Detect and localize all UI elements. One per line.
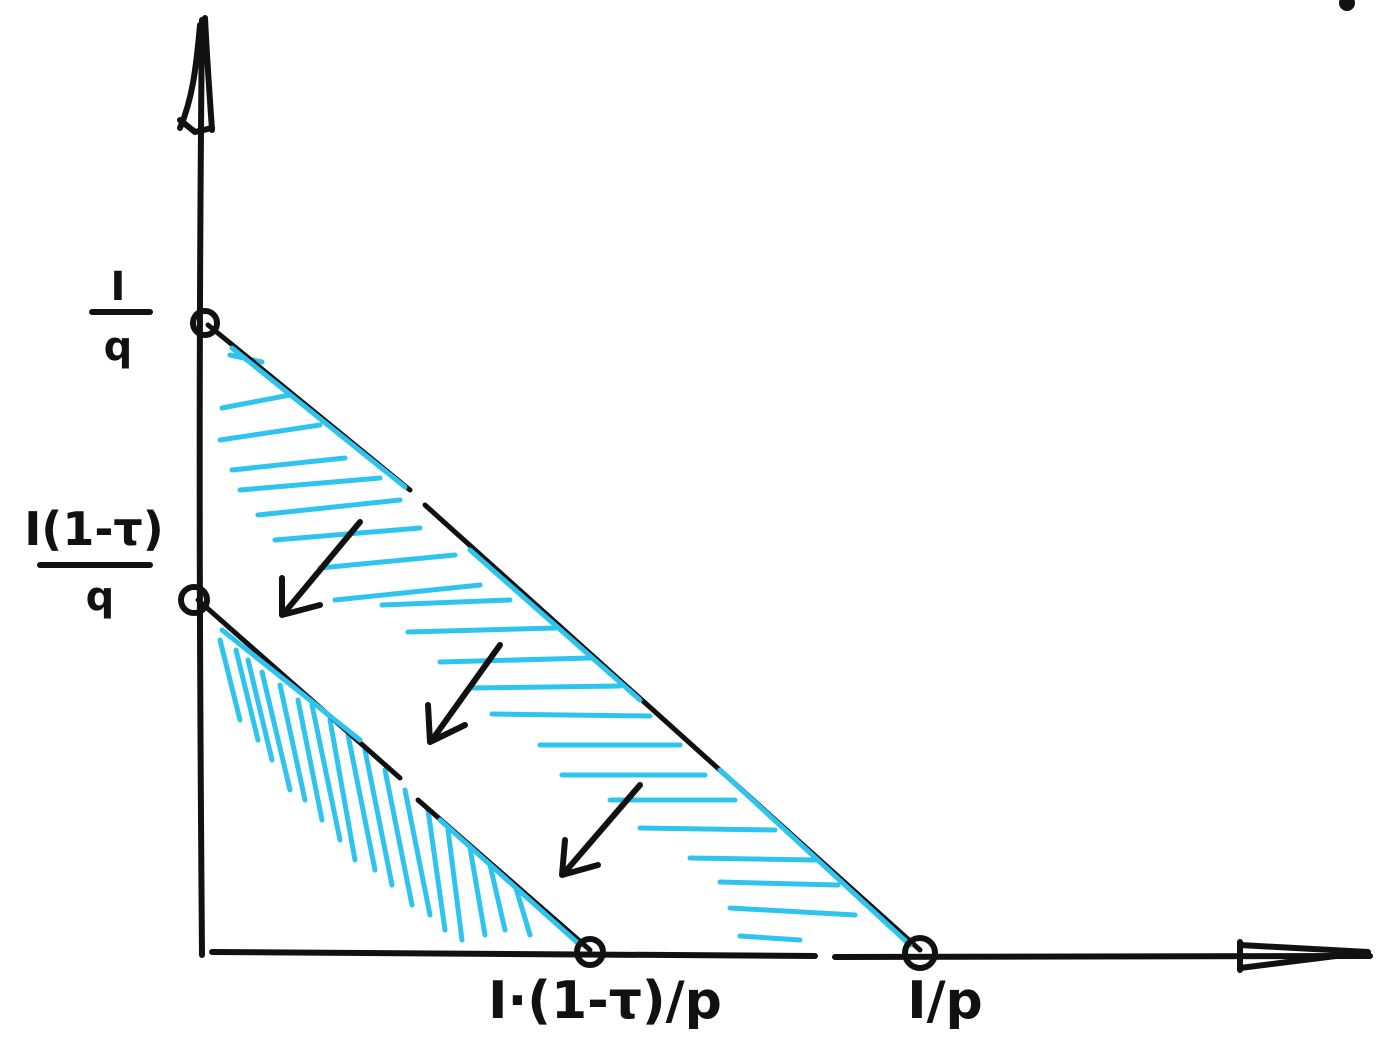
hatch-triangle-lower — [217, 637, 533, 943]
label-y-top-denominator: q — [104, 324, 133, 370]
arrow-down-left-icon — [279, 519, 363, 618]
point-x-right — [902, 935, 938, 971]
label-y-top-numerator: I — [111, 264, 126, 310]
corner-mark — [1339, 0, 1355, 11]
budget-line-original — [205, 322, 923, 953]
label-y-mid-numerator: I(1-τ) — [24, 502, 164, 556]
point-y-top — [190, 308, 220, 338]
label-y-top: I q — [89, 264, 153, 370]
budget-line-taxed — [195, 597, 593, 953]
point-x-mid — [574, 936, 606, 968]
label-x-right: I/p — [907, 971, 983, 1031]
y-axis — [177, 15, 215, 958]
intercept-points — [178, 308, 938, 971]
point-y-mid — [178, 584, 210, 616]
arrow-down-left-icon — [425, 642, 503, 745]
label-y-mid-denominator: q — [86, 574, 115, 620]
label-x-mid: I·(1-τ)/p — [488, 971, 722, 1031]
arrow-down-left-icon — [559, 782, 643, 878]
x-axis — [209, 939, 1373, 973]
hatch-band-upper — [217, 352, 858, 943]
label-y-mid: I(1-τ) q — [24, 502, 164, 620]
